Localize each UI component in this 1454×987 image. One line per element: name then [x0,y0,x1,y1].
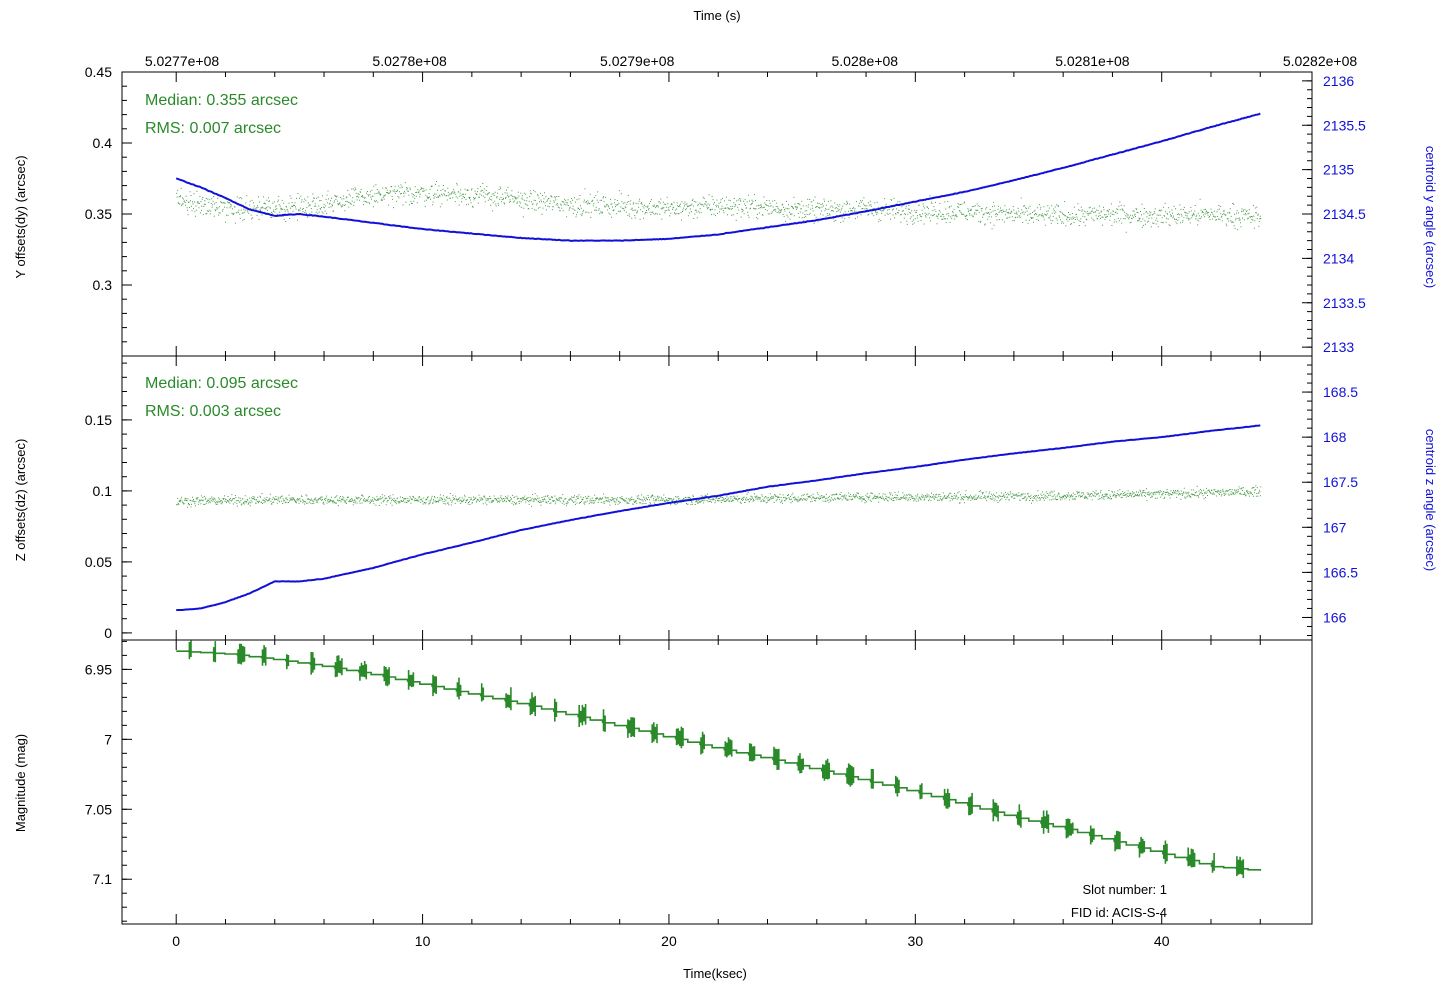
y2-tick-label: 2135 [1323,162,1354,178]
y2-tick-label: 2134.5 [1323,206,1366,222]
x-tick-label: 40 [1154,933,1170,949]
panel-dz-median: Median: 0.095 arcsec [145,375,298,392]
y2-tick-label: 166 [1323,609,1347,625]
x-tick-label: 10 [415,933,431,949]
y2-tick-label: 167.5 [1323,474,1358,490]
y-tick-label: 0 [104,625,112,641]
panel-dy-median: Median: 0.355 arcsec [145,92,298,109]
y2-tick-label: 2135.5 [1323,117,1366,133]
y2-tick-label: 168 [1323,429,1347,445]
y2-tick-label: 2133 [1323,339,1354,355]
top-axis-label: Time (s) [693,8,740,23]
slot-number-text: Slot number: 1 [1082,882,1167,897]
fid-id-text: FID id: ACIS-S-4 [1071,905,1167,920]
panel-frame [121,639,1313,925]
top-tick-label: 5.0282e+08 [1283,53,1358,69]
y-tick-label: 0.45 [85,64,112,80]
panel-dz: Median: 0.095 arcsec RMS: 0.003 arcsec Z… [13,355,1438,641]
series-dz-line [176,424,1261,612]
bottom-tick-labels: 0 10 20 30 40 [172,933,1169,949]
panel-magnitude: Magnitude (mag) Slot number: 1 FID id: A… [13,639,1313,925]
y2-tick-label: 168.5 [1323,384,1358,400]
y-tick-label: 0.4 [93,135,113,151]
series-mag-steps [176,640,1262,878]
y2-tick-label: 166.5 [1323,564,1358,580]
x-tick-label: 0 [172,933,180,949]
y-tick-label: 0.05 [85,554,112,570]
top-tick-label: 5.0281e+08 [1055,53,1130,69]
x-tick-label: 30 [908,933,924,949]
y-tick-label: 0.15 [85,412,112,428]
panel-dy: Median: 0.355 arcsec RMS: 0.007 arcsec Y… [13,64,1438,357]
panel-dz-y2label: centroid z angle (arcsec) [1423,429,1438,571]
series-dy-line [175,112,1261,242]
y2-tick-label: 167 [1323,519,1347,535]
top-tick-label: 5.0277e+08 [145,53,220,69]
y2-tick-label: 2136 [1323,73,1354,89]
top-tick-label: 5.0278e+08 [372,53,447,69]
y-tick-label: 7.1 [93,871,113,887]
top-tick-labels: 5.0277e+08 5.0278e+08 5.0279e+08 5.028e+08 5… [145,53,1358,69]
panel-dy-rms: RMS: 0.007 arcsec [145,120,281,137]
panel-dy-ylabel: Y offsets(dy) (arcsec) [13,155,28,278]
y-tick-label: 0.35 [85,206,112,222]
y-tick-label: 0.3 [93,277,113,293]
x-tick-label: 20 [661,933,677,949]
bottom-axis-label: Time(ksec) [683,966,747,981]
panel-dz-rms: RMS: 0.003 arcsec [145,403,281,420]
panel-dz-ylabel: Z offsets(dz) (arcsec) [13,439,28,562]
panel-dy-y2label: centroid y angle (arcsec) [1423,146,1438,288]
y-tick-label: 7.05 [85,801,112,817]
top-tick-label: 5.0279e+08 [600,53,675,69]
panel-mag-ylabel: Magnitude (mag) [13,734,28,832]
y-tick-label: 7 [104,731,112,747]
y2-tick-label: 2133.5 [1323,295,1366,311]
top-tick-label: 5.028e+08 [832,53,899,69]
series-dy-scatter [176,181,1262,233]
y-tick-label: 0.1 [93,483,113,499]
y2-tick-label: 2134 [1323,250,1354,266]
y-tick-label: 6.95 [85,661,112,677]
